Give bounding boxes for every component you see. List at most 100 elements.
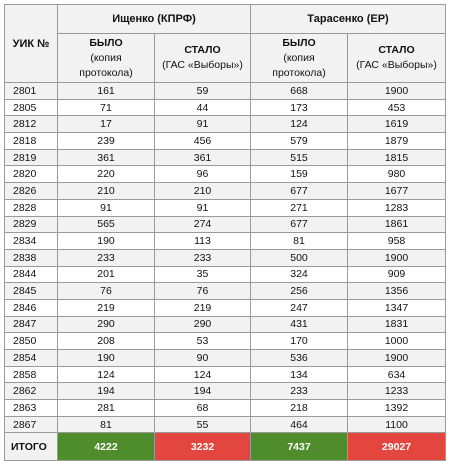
table-row: 2845 76 76 256 1356	[4, 282, 447, 300]
vote-count-cell: 134	[250, 365, 348, 384]
uik-number-cell: 2858	[4, 365, 58, 384]
uik-number-cell: 2805	[4, 98, 58, 117]
subheader-after-tarasenko: СТАЛО (ГАС «Выборы»)	[346, 33, 447, 83]
uik-number-cell: 2844	[4, 265, 58, 284]
vote-count-cell: 170	[250, 332, 348, 350]
table-row: 2829 565 274 677 1861	[4, 215, 447, 234]
vote-count-cell: 677	[250, 182, 348, 200]
vote-count-cell: 909	[346, 265, 447, 284]
vote-count-cell: 194	[154, 382, 251, 401]
vote-count-cell: 1619	[346, 115, 447, 134]
uik-number-cell: 2826	[4, 182, 58, 200]
vote-count-cell: 500	[250, 248, 348, 267]
vote-count-cell: 239	[57, 132, 155, 150]
vote-count-cell: 1100	[346, 415, 447, 434]
vote-count-cell: 1283	[346, 198, 447, 217]
vote-count-cell: 1831	[346, 315, 447, 334]
results-table: УИК № Ищенко (КПРФ) Тарасенко (ЕР) БЫЛО …	[4, 4, 447, 461]
total-row: ИТОГО 4222 3232 7437 29027	[4, 432, 447, 461]
vote-count-cell: 1815	[346, 148, 447, 167]
vote-count-cell: 71	[57, 98, 155, 117]
uik-number-cell: 2820	[4, 165, 58, 184]
uik-number-cell: 2819	[4, 148, 58, 167]
vote-count-cell: 1879	[346, 132, 447, 150]
vote-count-cell: 464	[250, 415, 348, 434]
uik-number-cell: 2867	[4, 415, 58, 434]
vote-count-cell: 59	[154, 82, 251, 100]
candidate-header-tarasenko: Тарасенко (ЕР)	[249, 4, 447, 34]
table-row: 2847 290 290 431 1831	[4, 315, 447, 334]
vote-count-cell: 96	[154, 165, 251, 184]
table-row: 2854 190 90 536 1900	[4, 349, 447, 367]
uik-number-cell: 2838	[4, 248, 58, 267]
vote-count-cell: 453	[346, 98, 447, 117]
vote-count-cell: 190	[57, 232, 155, 250]
vote-count-cell: 233	[250, 382, 348, 401]
vote-count-cell: 290	[57, 315, 155, 334]
vote-count-cell: 35	[154, 265, 251, 284]
table-row: 2862 194 194 233 1233	[4, 382, 447, 401]
vote-count-cell: 194	[57, 382, 155, 401]
vote-count-cell: 1356	[346, 282, 447, 300]
vote-count-cell: 361	[154, 148, 251, 167]
vote-count-cell: 958	[346, 232, 447, 250]
vote-count-cell: 565	[57, 215, 155, 234]
uik-number-cell: 2845	[4, 282, 58, 300]
table-row: 2805 71 44 173 453	[4, 98, 447, 117]
total-cell: 29027	[346, 432, 447, 461]
uik-column-header: УИК №	[4, 4, 58, 83]
vote-count-cell: 208	[57, 332, 155, 350]
table-row: 2801 161 59 668 1900	[4, 82, 447, 100]
vote-count-cell: 980	[346, 165, 447, 184]
vote-count-cell: 536	[250, 349, 348, 367]
vote-count-cell: 361	[57, 148, 155, 167]
subheader-before-tarasenko: БЫЛО (копия протокола)	[250, 33, 348, 83]
vote-count-cell: 55	[154, 415, 251, 434]
vote-count-cell: 271	[250, 198, 348, 217]
vote-count-cell: 90	[154, 349, 251, 367]
vote-count-cell: 81	[250, 232, 348, 250]
vote-count-cell: 124	[57, 365, 155, 384]
table-row: 2858 124 124 134 634	[4, 365, 447, 384]
vote-count-cell: 220	[57, 165, 155, 184]
uik-number-cell: 2812	[4, 115, 58, 134]
vote-count-cell: 579	[250, 132, 348, 150]
vote-count-cell: 233	[57, 248, 155, 267]
uik-number-cell: 2850	[4, 332, 58, 350]
vote-count-cell: 1392	[346, 399, 447, 417]
subheader-before-ishchenko: БЫЛО (копия протокола)	[57, 33, 155, 83]
vote-count-cell: 91	[154, 198, 251, 217]
table-row: 2819 361 361 515 1815	[4, 148, 447, 167]
vote-count-cell: 91	[154, 115, 251, 134]
vote-count-cell: 210	[57, 182, 155, 200]
table-row: 2867 81 55 464 1100	[4, 415, 447, 434]
vote-count-cell: 113	[154, 232, 251, 250]
vote-count-cell: 81	[57, 415, 155, 434]
total-cell: 7437	[250, 432, 348, 461]
vote-count-cell: 247	[250, 298, 348, 317]
vote-count-cell: 233	[154, 248, 251, 267]
uik-number-cell: 2818	[4, 132, 58, 150]
vote-count-cell: 256	[250, 282, 348, 300]
vote-count-cell: 17	[57, 115, 155, 134]
uik-number-cell: 2828	[4, 198, 58, 217]
vote-count-cell: 219	[154, 298, 251, 317]
vote-count-cell: 274	[154, 215, 251, 234]
vote-count-cell: 431	[250, 315, 348, 334]
vote-count-cell: 1347	[346, 298, 447, 317]
vote-count-cell: 1900	[346, 82, 447, 100]
vote-count-cell: 218	[250, 399, 348, 417]
uik-number-cell: 2846	[4, 298, 58, 317]
vote-count-cell: 53	[154, 332, 251, 350]
vote-count-cell: 456	[154, 132, 251, 150]
uik-number-cell: 2847	[4, 315, 58, 334]
table-row: 2828 91 91 271 1283	[4, 198, 447, 217]
vote-count-cell: 124	[154, 365, 251, 384]
uik-number-cell: 2801	[4, 82, 58, 100]
table-row: 2826 210 210 677 1677	[4, 182, 447, 200]
vote-count-cell: 159	[250, 165, 348, 184]
vote-count-cell: 1861	[346, 215, 447, 234]
vote-count-cell: 201	[57, 265, 155, 284]
uik-number-cell: 2862	[4, 382, 58, 401]
table-row: 2846 219 219 247 1347	[4, 298, 447, 317]
